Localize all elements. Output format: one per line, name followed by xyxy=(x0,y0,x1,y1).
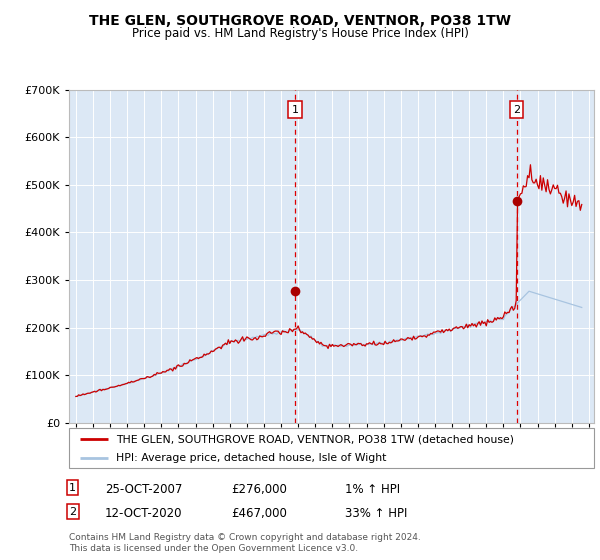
Text: Price paid vs. HM Land Registry's House Price Index (HPI): Price paid vs. HM Land Registry's House … xyxy=(131,27,469,40)
Text: 12-OCT-2020: 12-OCT-2020 xyxy=(105,507,182,520)
Text: 2: 2 xyxy=(513,105,520,115)
Text: Contains HM Land Registry data © Crown copyright and database right 2024.
This d: Contains HM Land Registry data © Crown c… xyxy=(69,533,421,553)
FancyBboxPatch shape xyxy=(69,428,594,468)
Text: THE GLEN, SOUTHGROVE ROAD, VENTNOR, PO38 1TW: THE GLEN, SOUTHGROVE ROAD, VENTNOR, PO38… xyxy=(89,14,511,28)
Text: 1: 1 xyxy=(292,105,299,115)
Text: 33% ↑ HPI: 33% ↑ HPI xyxy=(345,507,407,520)
Text: HPI: Average price, detached house, Isle of Wight: HPI: Average price, detached house, Isle… xyxy=(116,453,386,463)
Text: 1: 1 xyxy=(69,483,76,493)
Text: 2: 2 xyxy=(69,507,76,517)
Text: THE GLEN, SOUTHGROVE ROAD, VENTNOR, PO38 1TW (detached house): THE GLEN, SOUTHGROVE ROAD, VENTNOR, PO38… xyxy=(116,435,514,445)
Text: 25-OCT-2007: 25-OCT-2007 xyxy=(105,483,182,496)
Text: £276,000: £276,000 xyxy=(231,483,287,496)
Text: 1% ↑ HPI: 1% ↑ HPI xyxy=(345,483,400,496)
Text: £467,000: £467,000 xyxy=(231,507,287,520)
